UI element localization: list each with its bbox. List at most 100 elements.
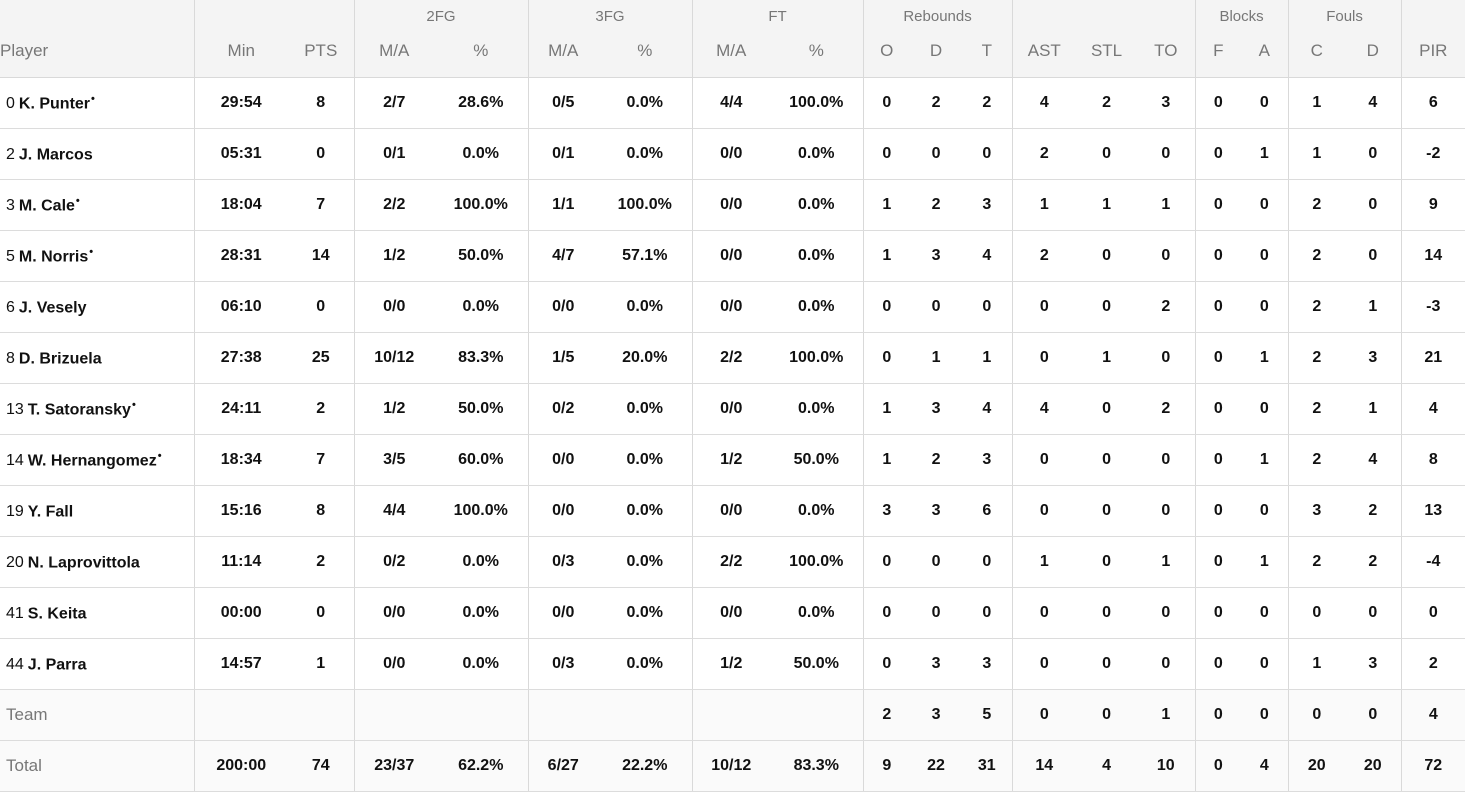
stat-fg3: 0/5 xyxy=(528,77,598,129)
player-name[interactable]: M. Norris xyxy=(18,248,89,266)
boxscore-body: 0 K. Punter• 29:54 8 2/7 28.6% 0/5 0.0% 4/4 100.0… xyxy=(0,77,1465,792)
stat-pts: 2 xyxy=(288,383,355,435)
total-fc: 20 xyxy=(1288,740,1346,792)
col-stl[interactable]: STL xyxy=(1076,25,1138,78)
player-cell[interactable]: 20 N. Laprovittola xyxy=(0,536,195,588)
player-cell[interactable]: 6 J. Vesely xyxy=(0,281,195,333)
player-cell[interactable]: 2 J. Marcos xyxy=(0,128,195,180)
stat-ft: 0/0 xyxy=(692,587,770,639)
stat-o: 3 xyxy=(863,485,911,537)
team-fg2p xyxy=(434,689,529,741)
col-ft-pct[interactable]: % xyxy=(770,25,864,78)
player-name[interactable]: D. Brizuela xyxy=(18,350,102,368)
stat-to: 1 xyxy=(1137,536,1196,588)
table-row[interactable]: 13 T. Satoransky• 24:11 2 1/2 50.0% 0/2 0.0% 0/0… xyxy=(0,383,1465,435)
player-name[interactable]: W. Hernangomez xyxy=(27,452,157,470)
col-3fg-pct[interactable]: % xyxy=(598,25,693,78)
stat-t: 3 xyxy=(962,179,1013,231)
stat-to: 0 xyxy=(1137,485,1196,537)
col-3fg-ma[interactable]: M/A xyxy=(528,25,598,78)
player-number: 3 xyxy=(6,197,15,215)
stat-fc: 2 xyxy=(1288,230,1346,282)
col-foul-d[interactable]: D xyxy=(1345,25,1402,78)
col-foul-c[interactable]: C xyxy=(1288,25,1346,78)
player-name[interactable]: S. Keita xyxy=(27,605,87,623)
player-cell[interactable]: 13 T. Satoransky• xyxy=(0,383,195,435)
stat-fc: 1 xyxy=(1288,77,1346,129)
player-name[interactable]: N. Laprovittola xyxy=(27,554,140,572)
team-to: 1 xyxy=(1137,689,1196,741)
stat-pir: 6 xyxy=(1401,77,1465,129)
col-reb-d[interactable]: D xyxy=(910,25,963,78)
table-row[interactable]: 41 S. Keita 00:00 0 0/0 0.0% 0/0 0.0% 0/0 0.0% 0 0 0… xyxy=(0,587,1465,639)
player-cell[interactable]: 41 S. Keita xyxy=(0,587,195,639)
col-min[interactable]: Min xyxy=(194,25,288,78)
stat-fd: 0 xyxy=(1345,230,1402,282)
stat-fd: 0 xyxy=(1345,587,1402,639)
col-reb-o[interactable]: O xyxy=(863,25,911,78)
col-2fg-ma[interactable]: M/A xyxy=(354,25,434,78)
stat-fg3: 0/2 xyxy=(528,383,598,435)
table-row[interactable]: 3 M. Cale• 18:04 7 2/2 100.0% 1/1 100.0% 0/0 0.0%… xyxy=(0,179,1465,231)
player-name[interactable]: J. Marcos xyxy=(18,146,93,164)
player-cell[interactable]: 5 M. Norris• xyxy=(0,230,195,282)
stat-t: 1 xyxy=(962,332,1013,384)
stat-pir: 9 xyxy=(1401,179,1465,231)
table-row[interactable]: 5 M. Norris• 28:31 14 1/2 50.0% 4/7 57.1% 0/0 0.0… xyxy=(0,230,1465,282)
player-name[interactable]: K. Punter xyxy=(18,95,91,113)
stat-d: 0 xyxy=(910,536,963,588)
player-name[interactable]: Y. Fall xyxy=(27,503,74,521)
stat-bf: 0 xyxy=(1195,230,1242,282)
stat-ft: 0/0 xyxy=(692,128,770,180)
stat-ba: 0 xyxy=(1241,485,1289,537)
stat-min: 29:54 xyxy=(194,77,288,129)
col-blk-f[interactable]: F xyxy=(1195,25,1242,78)
table-row[interactable]: 8 D. Brizuela 27:38 25 10/12 83.3% 1/5 20.0% 2/2… xyxy=(0,332,1465,384)
player-name[interactable]: J. Vesely xyxy=(18,299,87,317)
col-reb-t[interactable]: T xyxy=(962,25,1013,78)
col-ast[interactable]: AST xyxy=(1012,25,1077,78)
stat-stl: 0 xyxy=(1076,128,1138,180)
col-pir[interactable]: PIR xyxy=(1401,25,1465,78)
table-row[interactable]: 14 W. Hernangomez• 18:34 7 3/5 60.0% 0/0 0.0% 1/… xyxy=(0,434,1465,486)
stat-t: 4 xyxy=(962,383,1013,435)
table-row[interactable]: 19 Y. Fall 15:16 8 4/4 100.0% 0/0 0.0% 0/0 0.0% 3 3… xyxy=(0,485,1465,537)
player-number: 13 xyxy=(6,401,24,419)
stat-min: 15:16 xyxy=(194,485,288,537)
player-cell[interactable]: 14 W. Hernangomez• xyxy=(0,434,195,486)
col-to[interactable]: TO xyxy=(1137,25,1196,78)
player-cell[interactable]: 3 M. Cale• xyxy=(0,179,195,231)
stat-pts: 14 xyxy=(288,230,355,282)
player-name[interactable]: M. Cale xyxy=(18,197,75,215)
stat-stl: 0 xyxy=(1076,383,1138,435)
stat-fg2: 0/0 xyxy=(354,281,434,333)
player-cell[interactable]: 44 J. Parra xyxy=(0,638,195,690)
stat-stl: 2 xyxy=(1076,77,1138,129)
group-2fg: 2FG xyxy=(354,0,529,25)
table-row[interactable]: 2 J. Marcos 05:31 0 0/1 0.0% 0/1 0.0% 0/0 0.0% 0 0 0… xyxy=(0,128,1465,180)
col-ft-ma[interactable]: M/A xyxy=(692,25,770,78)
table-row[interactable]: 44 J. Parra 14:57 1 0/0 0.0% 0/3 0.0% 1/2 50.0% 0 3… xyxy=(0,638,1465,690)
table-row[interactable]: 6 J. Vesely 06:10 0 0/0 0.0% 0/0 0.0% 0/0 0.0% 0 0 0… xyxy=(0,281,1465,333)
stat-min: 18:04 xyxy=(194,179,288,231)
player-name[interactable]: T. Satoransky xyxy=(27,401,131,419)
player-cell[interactable]: 19 Y. Fall xyxy=(0,485,195,537)
player-name[interactable]: J. Parra xyxy=(27,656,87,674)
col-2fg-pct[interactable]: % xyxy=(434,25,529,78)
team-fg3 xyxy=(528,689,598,741)
team-ft xyxy=(692,689,770,741)
col-player[interactable]: Player xyxy=(0,25,195,78)
stat-stl: 1 xyxy=(1076,332,1138,384)
stat-fg3p: 0.0% xyxy=(598,128,693,180)
col-pts[interactable]: PTS xyxy=(288,25,355,78)
player-cell[interactable]: 8 D. Brizuela xyxy=(0,332,195,384)
stat-d: 2 xyxy=(910,77,963,129)
stat-ftp: 0.0% xyxy=(770,128,864,180)
col-blk-a[interactable]: A xyxy=(1241,25,1289,78)
stat-min: 28:31 xyxy=(194,230,288,282)
player-cell[interactable]: 0 K. Punter• xyxy=(0,77,195,129)
table-row[interactable]: 20 N. Laprovittola 11:14 2 0/2 0.0% 0/3 0.0% 2/2… xyxy=(0,536,1465,588)
stat-fg3: 1/5 xyxy=(528,332,598,384)
stat-t: 3 xyxy=(962,638,1013,690)
table-row[interactable]: 0 K. Punter• 29:54 8 2/7 28.6% 0/5 0.0% 4/4 100.0… xyxy=(0,77,1465,129)
